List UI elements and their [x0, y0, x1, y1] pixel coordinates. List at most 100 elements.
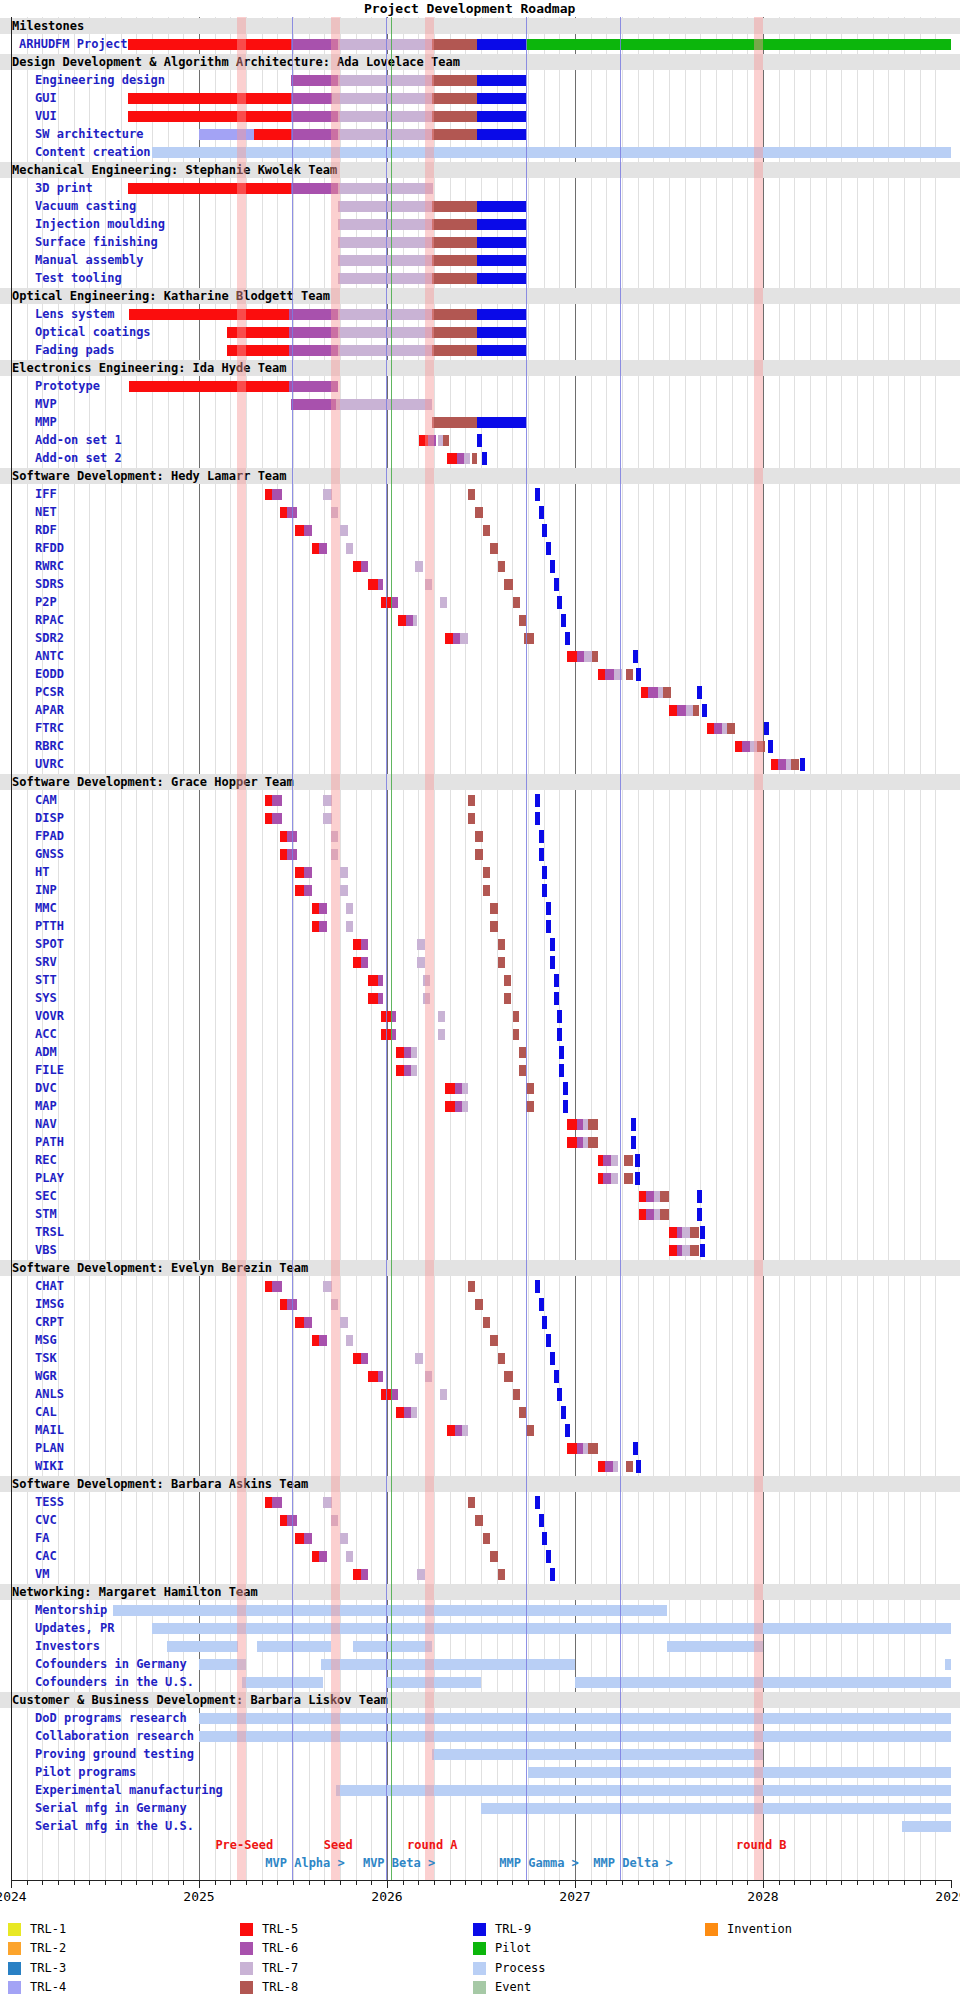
row-label: Proving ground testing: [35, 1747, 194, 1761]
gantt-milestone-dash: [535, 794, 540, 807]
x-axis-minor-tick: [512, 1881, 513, 1885]
row-label: MVP: [35, 397, 57, 411]
gantt-milestone-dash: [539, 830, 544, 843]
gantt-bar-segment: [353, 1569, 361, 1580]
gantt-bar-segment: [128, 111, 292, 122]
x-axis-minor-tick: [42, 1881, 43, 1885]
gantt-milestone-dash: [559, 1046, 564, 1059]
gantt-bar-segment: [378, 579, 384, 590]
x-axis-major-tick: [575, 1881, 576, 1888]
gantt-bar-segment: [128, 183, 292, 194]
gantt-bar-segment: [361, 1353, 369, 1364]
gantt-bar-segment: [483, 1317, 491, 1328]
gantt-bar-segment: [575, 1677, 951, 1688]
row-label: PCSR: [35, 685, 64, 699]
gantt-milestone-dash: [542, 1316, 547, 1329]
gantt-bar-segment: [312, 921, 320, 932]
x-axis-minor-tick: [450, 1881, 451, 1885]
gantt-bar-segment: [714, 723, 722, 734]
gantt-bar-segment: [128, 93, 292, 104]
gantt-bar-segment: [432, 129, 477, 140]
x-axis-minor-tick: [434, 1881, 435, 1885]
row-label: ANLS: [35, 1387, 64, 1401]
row-label: Updates, PR: [35, 1621, 114, 1635]
gantt-milestone-dash: [565, 1424, 570, 1437]
x-axis-year-label: 2024: [0, 1889, 36, 1904]
row-label: IFF: [35, 487, 57, 501]
row-label: INP: [35, 883, 57, 897]
gantt-bar-segment: [455, 1101, 463, 1112]
row-label: Injection moulding: [35, 217, 165, 231]
gantt-bar-segment: [453, 633, 461, 644]
gantt-milestone-dash: [546, 920, 551, 933]
project-roadmap-chart: Project Development Roadmap MilestonesAR…: [0, 0, 960, 2000]
gantt-milestone-dash: [631, 1118, 636, 1131]
row-label: Manual assembly: [35, 253, 143, 267]
legend-swatch-trl-9: [473, 1923, 486, 1936]
gantt-bar-segment: [295, 867, 304, 878]
row-label: VM: [35, 1567, 49, 1581]
row-label: NAV: [35, 1117, 57, 1131]
gantt-bar-segment: [280, 849, 288, 860]
gantt-bar-segment: [468, 1497, 476, 1508]
gantt-bar-segment: [265, 813, 273, 824]
gantt-bar-segment: [588, 1443, 597, 1454]
gantt-bar-segment: [378, 975, 384, 986]
row-label: RBRC: [35, 739, 64, 753]
section-title: Design Development & Algorithm Architect…: [12, 55, 952, 69]
gantt-milestone-dash: [550, 1568, 555, 1581]
row-label: ARHUDFM Project: [19, 37, 127, 51]
gantt-bar-segment: [592, 651, 598, 662]
gantt-bar-segment: [646, 1191, 654, 1202]
x-axis-minor-tick: [716, 1881, 717, 1885]
gantt-bar-segment: [475, 849, 483, 860]
row-label: ANTC: [35, 649, 64, 663]
x-axis-minor-tick: [653, 1881, 654, 1885]
gantt-bar-segment: [475, 831, 483, 842]
gantt-bar-segment: [411, 1407, 417, 1418]
section-title: Software Development: Grace Hopper Team: [12, 775, 952, 789]
gantt-bar-segment: [613, 1461, 619, 1472]
row-label: FTRC: [35, 721, 64, 735]
gantt-bar-segment: [498, 939, 506, 950]
row-label: Fading pads: [35, 343, 114, 357]
gantt-milestone-dash: [563, 1100, 568, 1113]
legend-swatch-trl-4: [8, 1981, 21, 1994]
gantt-bar-segment: [735, 741, 743, 752]
gantt-bar-segment: [440, 597, 448, 608]
section-title: Mechanical Engineering: Stephanie Kwolek…: [12, 163, 952, 177]
gantt-bar-segment: [475, 1515, 483, 1526]
gantt-bar-segment: [319, 921, 327, 932]
x-axis-minor-tick: [873, 1881, 874, 1885]
row-label: FPAD: [35, 829, 64, 843]
x-axis-minor-tick: [356, 1881, 357, 1885]
gantt-bar-segment: [447, 1425, 455, 1436]
gantt-milestone-dash: [697, 1208, 702, 1221]
gantt-bar-segment: [398, 615, 406, 626]
row-label: Prototype: [35, 379, 100, 393]
gantt-bar-segment: [291, 93, 332, 104]
row-label: Investors: [35, 1639, 100, 1653]
gantt-bar-segment: [432, 75, 477, 86]
gantt-milestone-dash: [697, 1190, 702, 1203]
x-axis-minor-tick: [841, 1881, 842, 1885]
gantt-bar-segment: [490, 903, 498, 914]
gantt-bar-segment: [641, 687, 649, 698]
gantt-bar-segment: [477, 39, 526, 50]
gantt-bar-segment: [312, 1551, 320, 1562]
funding-round-label: round A: [382, 1838, 482, 1852]
gantt-milestone-dash: [559, 1064, 564, 1077]
x-axis-minor-tick: [246, 1881, 247, 1885]
row-label: Cofounders in the U.S.: [35, 1675, 194, 1689]
gantt-bar-segment: [272, 489, 281, 500]
gantt-bar-segment: [490, 1335, 498, 1346]
gantt-bar-segment: [265, 489, 273, 500]
gantt-bar-segment: [483, 867, 491, 878]
row-label: RFDD: [35, 541, 64, 555]
gantt-bar-segment: [128, 39, 292, 50]
gantt-bar-segment: [646, 1209, 654, 1220]
x-axis-minor-tick: [559, 1881, 560, 1885]
gantt-bar-segment: [346, 903, 354, 914]
gantt-bar-segment: [295, 1317, 304, 1328]
gantt-milestone-dash: [633, 1442, 638, 1455]
